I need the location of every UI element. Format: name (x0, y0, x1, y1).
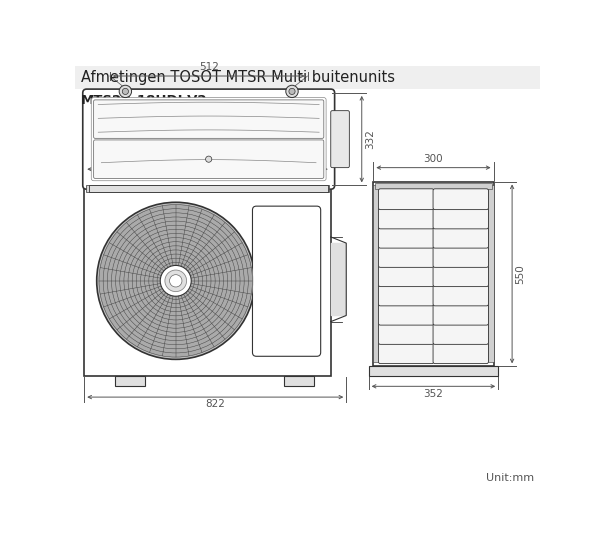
Text: 745: 745 (197, 155, 217, 166)
FancyBboxPatch shape (253, 206, 320, 356)
Bar (86, 185, 329, 192)
FancyBboxPatch shape (433, 246, 488, 267)
FancyBboxPatch shape (379, 246, 434, 267)
Circle shape (206, 156, 212, 162)
Bar (75, 66, 540, 89)
FancyBboxPatch shape (91, 97, 326, 181)
FancyBboxPatch shape (94, 100, 324, 139)
FancyBboxPatch shape (379, 285, 434, 306)
Bar (488, 185, 493, 362)
Circle shape (97, 202, 255, 359)
Text: Afmetingen TOSOT MTSR Multi buitenunits: Afmetingen TOSOT MTSR Multi buitenunits (81, 70, 395, 85)
FancyBboxPatch shape (433, 285, 488, 306)
Circle shape (170, 274, 182, 287)
Bar (375, 183, 492, 189)
Circle shape (119, 85, 131, 97)
FancyBboxPatch shape (94, 140, 324, 178)
FancyBboxPatch shape (433, 227, 488, 248)
Bar (89, 185, 328, 191)
FancyBboxPatch shape (433, 343, 488, 364)
FancyBboxPatch shape (433, 208, 488, 229)
Circle shape (160, 266, 191, 296)
FancyBboxPatch shape (331, 111, 349, 168)
Circle shape (122, 89, 128, 95)
Text: Unit:mm: Unit:mm (485, 474, 534, 483)
Circle shape (289, 89, 295, 95)
Bar (115, 376, 145, 386)
Text: 300: 300 (424, 154, 443, 164)
Bar (84, 183, 331, 376)
Text: 332: 332 (365, 129, 375, 149)
FancyBboxPatch shape (433, 266, 488, 287)
FancyBboxPatch shape (433, 323, 488, 344)
Bar (373, 182, 493, 366)
Text: 512: 512 (199, 62, 218, 72)
Circle shape (165, 270, 187, 292)
FancyBboxPatch shape (379, 266, 434, 287)
FancyBboxPatch shape (433, 189, 488, 210)
FancyBboxPatch shape (379, 208, 434, 229)
Text: 352: 352 (424, 389, 443, 399)
Bar (369, 366, 498, 376)
Text: 550: 550 (515, 264, 525, 284)
FancyBboxPatch shape (433, 304, 488, 325)
FancyBboxPatch shape (379, 343, 434, 364)
Bar (284, 376, 314, 386)
FancyBboxPatch shape (379, 304, 434, 325)
FancyBboxPatch shape (379, 189, 434, 210)
FancyBboxPatch shape (83, 89, 335, 189)
Circle shape (286, 85, 298, 97)
FancyBboxPatch shape (379, 227, 434, 248)
Text: 822: 822 (205, 399, 225, 409)
Circle shape (98, 204, 253, 358)
FancyBboxPatch shape (379, 323, 434, 344)
Text: MTS2R-18HDI-V2: MTS2R-18HDI-V2 (81, 94, 208, 107)
Bar (373, 185, 379, 362)
